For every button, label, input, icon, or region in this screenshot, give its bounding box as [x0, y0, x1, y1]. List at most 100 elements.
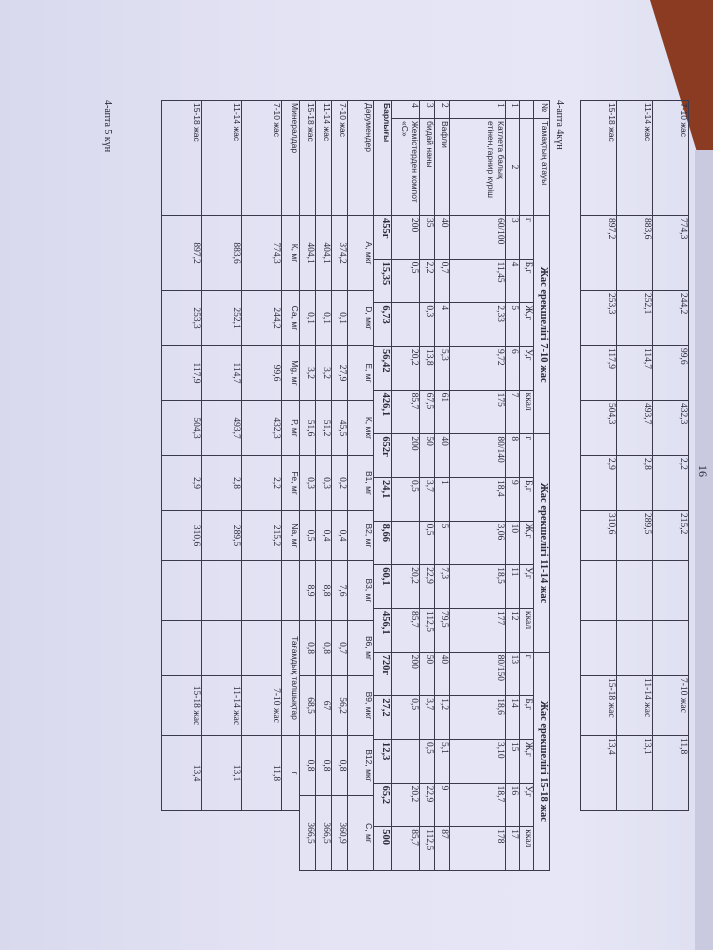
total-value: 720г [373, 652, 392, 696]
column-subheader: ккал [519, 826, 534, 871]
table-cell: 3,06 [449, 521, 506, 565]
table-cell: 112,5 [419, 608, 435, 653]
table-cell [241, 620, 282, 676]
column-subheader: Б,г [519, 259, 534, 303]
table-cell: 253,3 [580, 290, 617, 346]
age-group-header: Жас ерекшелігі 11-14 жас [533, 433, 550, 653]
table-cell: 85,7 [391, 390, 420, 434]
vitamin-header: B12, мкг [347, 735, 374, 796]
table-cell: 2,33 [449, 302, 506, 347]
table-cell: 13,1 [616, 735, 653, 811]
vitamin-header: B3, мг [347, 560, 374, 621]
mineral-header: Р, мг [281, 400, 300, 456]
column-header-no: № [533, 100, 550, 119]
table-cell: 40 [434, 433, 450, 478]
table-cell: 0,2 [331, 455, 348, 511]
table-cell: 27,9 [331, 345, 348, 401]
subheader-row: г Б,г Ж,г У,г ккал г Б,г Ж,г У,г ккал г Б,г Ж,г У,г кк… [519, 100, 534, 871]
table-cell: 0,3 [419, 302, 435, 347]
food-name: Жемістерден компот «С» [391, 118, 420, 216]
table-cell: 3,7 [419, 695, 435, 740]
total-value: 456,1 [373, 608, 392, 653]
table-cell: 252,1 [201, 290, 242, 346]
minerals-table: Минералдар К, мг Са, мг Mg, мг Р, мг Fe, мг Na… [161, 100, 300, 811]
table-cell: 883,6 [201, 215, 242, 291]
mineral-header: Mg, мг [281, 345, 300, 401]
table-cell: 504,3 [161, 400, 202, 456]
column-number: 15 [505, 739, 520, 784]
table-cell [391, 739, 420, 784]
table-cell: 114,7 [201, 345, 242, 401]
mineral-header [281, 560, 300, 621]
column-number: 14 [505, 695, 520, 740]
age-label: 11-14 жас [315, 100, 332, 216]
table-cell: 35 [419, 215, 435, 260]
food-row: 4 Жемістерден компот «С» 200 0,5 20,2 85,7 200… [391, 100, 420, 871]
column-subheader: У,г [519, 564, 534, 609]
total-value: 65,2 [373, 783, 392, 827]
age-label: 11-14 жас [616, 100, 653, 216]
table-cell: 0,8 [315, 620, 332, 676]
table-cell: 0,8 [331, 735, 348, 796]
mineral-row: 7-10 жас 774,3 244,2 99,6 432,3 2,2 215,2 7-10 … [241, 100, 282, 811]
age-group-header: Жас ерекшелігі 15-18 жас [533, 652, 550, 871]
table-cell: 2,9 [161, 455, 202, 511]
table-cell: 3,2 [315, 345, 332, 401]
page-number: 16 [696, 465, 710, 477]
table-cell: 366,5 [315, 795, 332, 871]
table-cell: 0,5 [299, 510, 316, 561]
table-cell: 0,1 [331, 290, 348, 346]
table-cell: 200 [391, 433, 420, 478]
empty-cell [519, 100, 534, 119]
table-cell: 215,2 [652, 510, 689, 561]
table-cell [391, 302, 420, 347]
table-cell: 85,7 [391, 826, 420, 871]
table-cell: 310,6 [161, 510, 202, 561]
column-number: 2 [505, 118, 520, 216]
vitamin-row: 11-14 жас 404,1 0,1 3,2 51,2 0,3 0,4 8,8 0,8 67 0,… [315, 100, 332, 871]
column-subheader: У,г [519, 783, 534, 827]
table-cell: 67,5 [419, 390, 435, 434]
table-cell: 18,7 [449, 783, 506, 827]
table-cell: 99,6 [241, 345, 282, 401]
column-subheader: ккал [519, 608, 534, 653]
table-cell: 0,3 [299, 455, 316, 511]
table-cell: 0,4 [315, 510, 332, 561]
column-number: 1 [505, 100, 520, 119]
table-cell: 5,1 [434, 739, 450, 784]
column-number: 10 [505, 521, 520, 565]
total-value: 455г [373, 215, 392, 260]
table-cell: 7,6 [331, 560, 348, 621]
table-cell: 289,5 [201, 510, 242, 561]
table-cell [616, 560, 653, 621]
food-name: Вафли [434, 118, 450, 216]
table-cell [241, 560, 282, 621]
food-row: 1 Катлета балық етінен,гарнир күріш 60/100… [449, 100, 506, 871]
dietary-fiber-header: Тағамдық талшықтар [281, 620, 300, 736]
age-label: 7-10 жас [652, 100, 689, 216]
previous-day-minerals-table: 7-10 жас 774,3 244,2 99,6 432,3 2,2 215,2 7-10 … [580, 100, 689, 811]
table-cell: 2,8 [201, 455, 242, 511]
table-cell [652, 560, 689, 621]
table-cell: 178 [449, 826, 506, 871]
total-value: 652г [373, 433, 392, 478]
column-number: 17 [505, 826, 520, 871]
table-cell [616, 620, 653, 676]
column-subheader: Ж,г [519, 521, 534, 565]
vitamin-header: А, мкг [347, 215, 374, 291]
column-subheader: Ж,г [519, 302, 534, 347]
table-cell: 360,9 [331, 795, 348, 871]
table-cell: 4 [391, 100, 420, 119]
table-cell [652, 620, 689, 676]
column-header-name: Тамақтың атауы [533, 118, 550, 216]
mineral-header: Fe, мг [281, 455, 300, 511]
table-cell: 897,2 [580, 215, 617, 291]
table-cell: 85,7 [391, 608, 420, 653]
table-cell: 20,2 [391, 564, 420, 609]
age-label: 15-18 жас [580, 100, 617, 216]
total-row: Барлығы 455г 15,35 6,73 56,42 426,1 652г 24,1 8,… [373, 100, 392, 871]
table-cell: 0,5 [419, 739, 435, 784]
mineral-row: 15-18 жас 897,2 253,3 117,9 504,3 2,9 310,6 15-… [161, 100, 202, 811]
column-subheader: У,г [519, 346, 534, 391]
table-cell: 253,3 [161, 290, 202, 346]
